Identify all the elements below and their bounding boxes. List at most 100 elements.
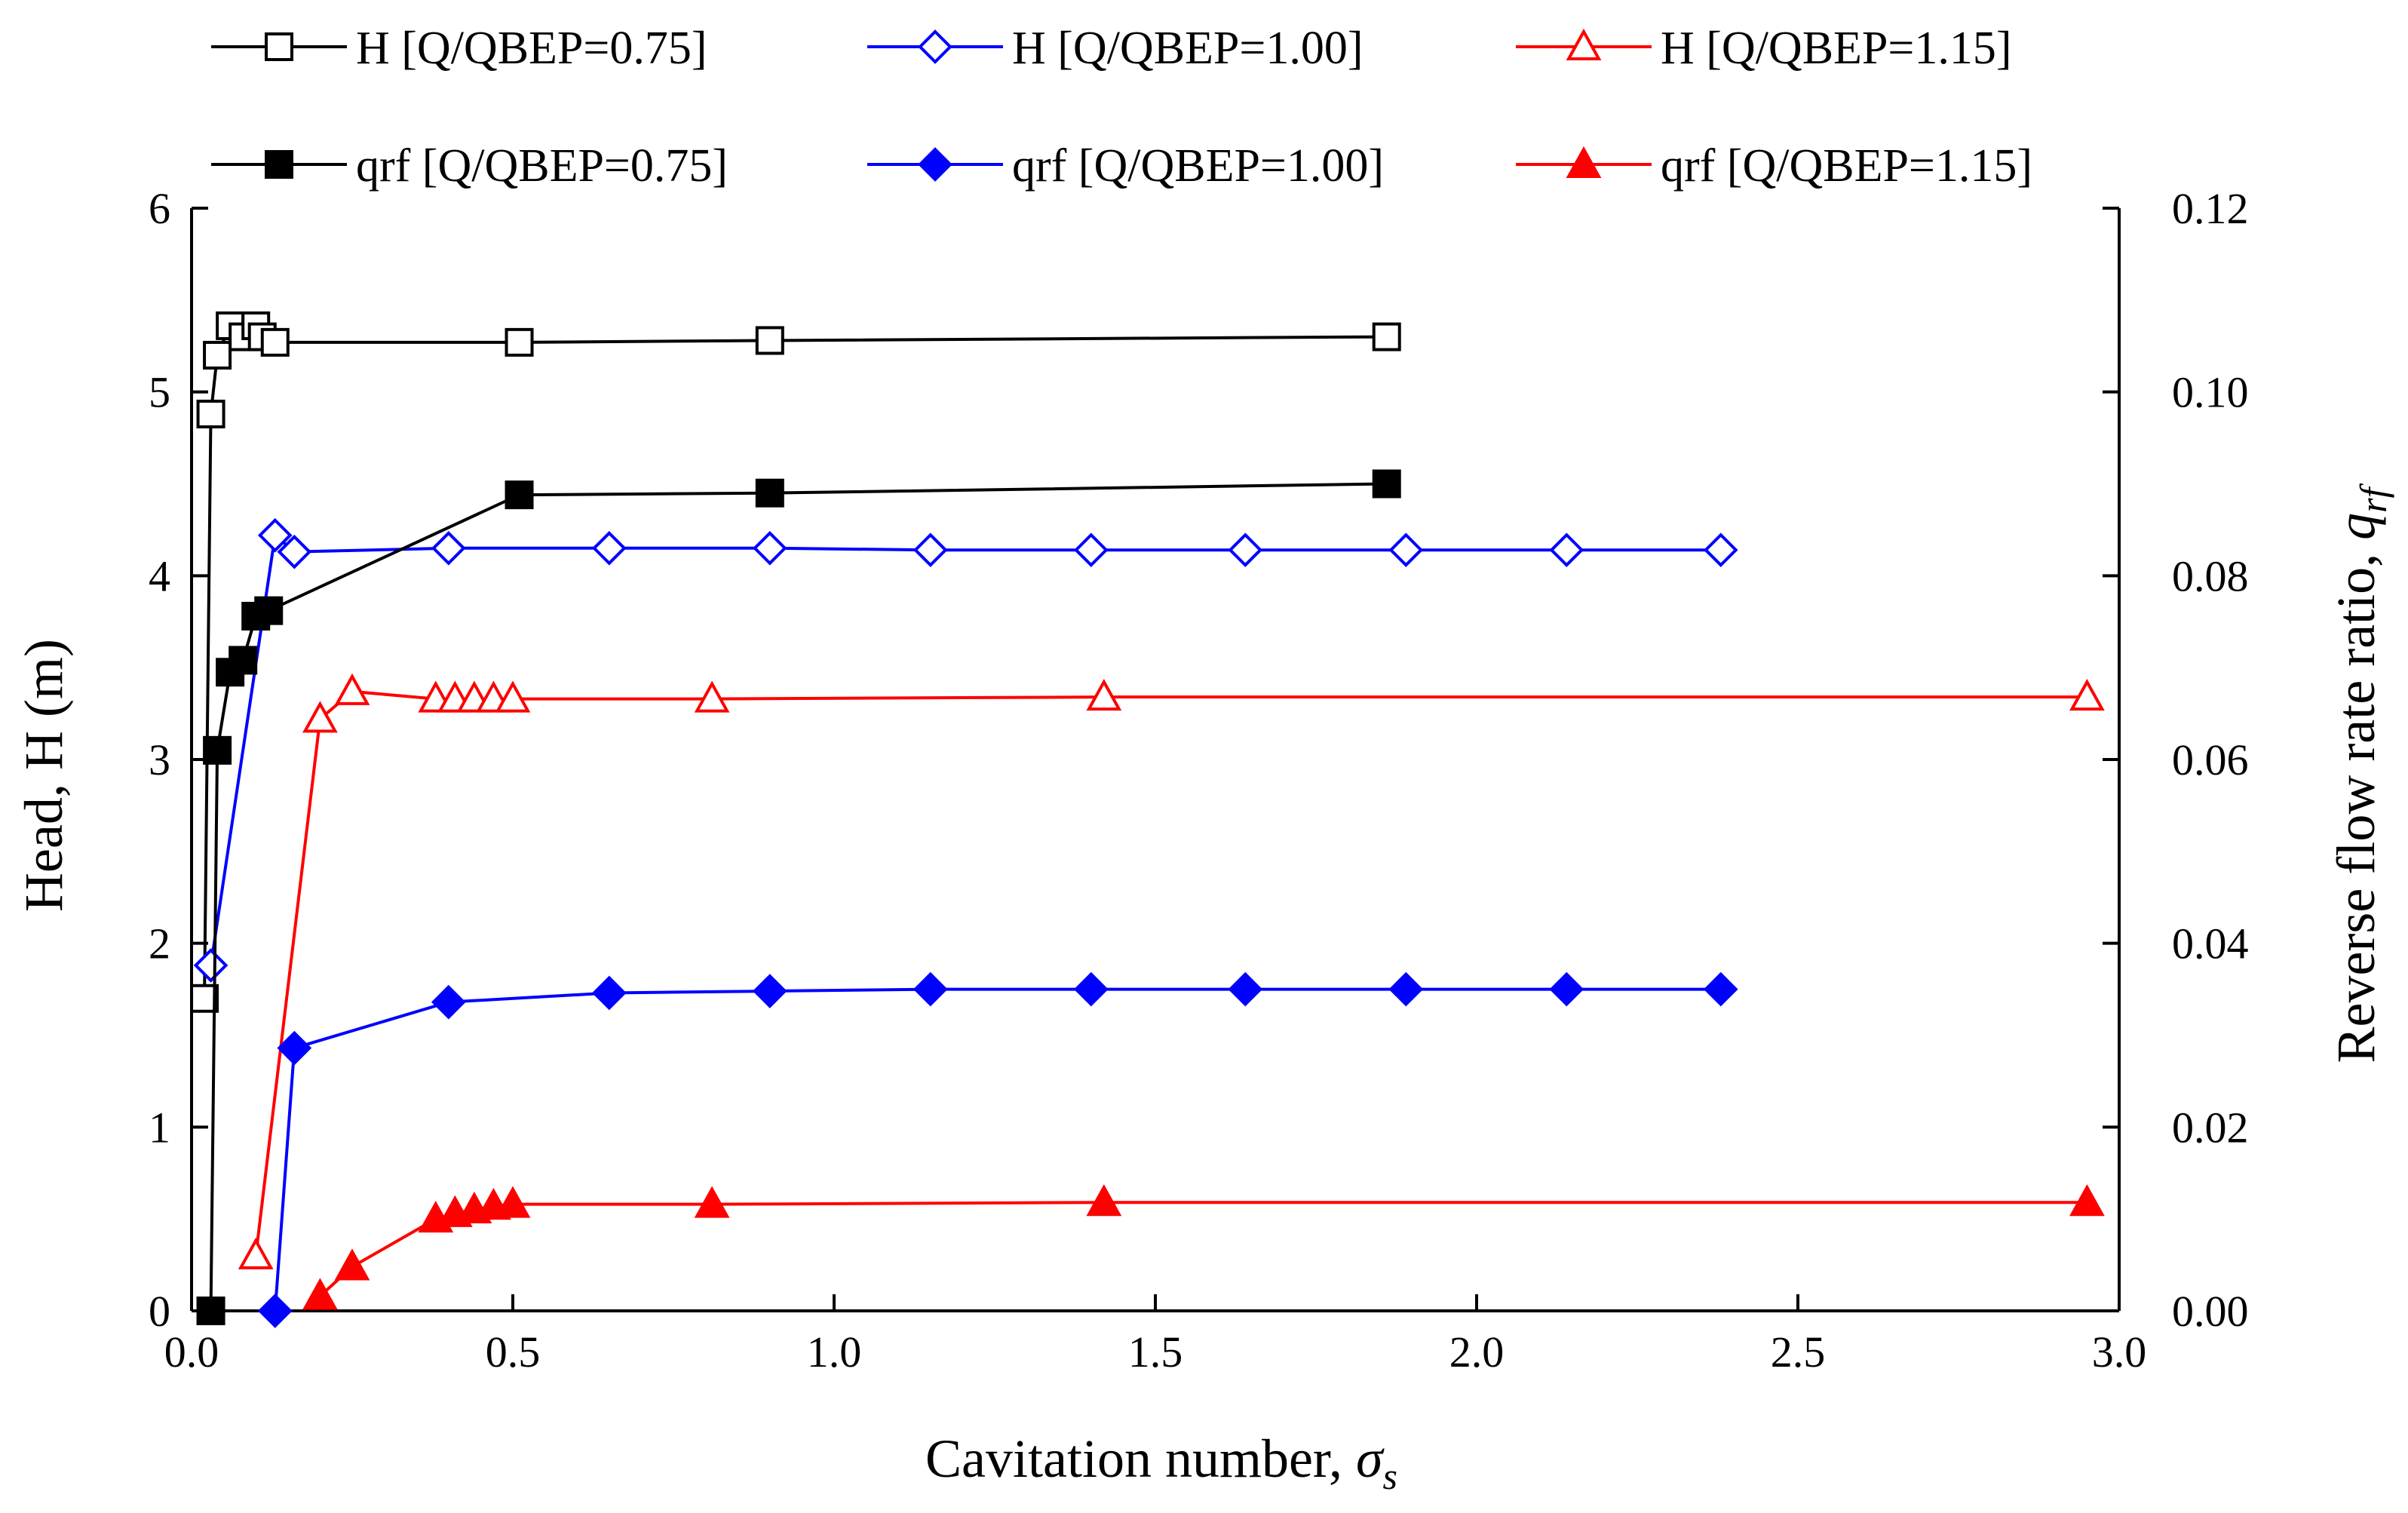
legend-label: qrf [Q/QBEP=1.15]: [1661, 140, 2032, 192]
series-h-q-qbep-1-15: [238, 673, 2105, 1269]
legend-entry: H [Q/QBEP=0.75]: [211, 23, 707, 74]
legend-marker: [918, 29, 952, 64]
legend-entry: qrf [Q/QBEP=1.15]: [1516, 140, 2032, 192]
data-point: [755, 478, 784, 508]
data-point: [913, 971, 948, 1007]
data-point: [254, 596, 284, 625]
data-point: [495, 680, 531, 713]
legend-entry: qrf [Q/QBEP=0.75]: [211, 140, 728, 192]
data-point: [1703, 532, 1738, 568]
y2-tick-label: 0.08: [2172, 551, 2249, 600]
series-line: [273, 987, 1721, 1312]
x-tick-label: 1.0: [807, 1327, 862, 1376]
legend-label: H [Q/QBEP=1.15]: [1661, 23, 2012, 74]
data-point: [1549, 971, 1584, 1007]
legend-entry: qrf [Q/QBEP=1.00]: [867, 140, 1384, 192]
legend-marker: [265, 32, 293, 61]
y2-axis-title: Reverse flow rate ratio, qrf: [2326, 483, 2394, 1063]
series-qrf-q-qbep-1-00: [257, 971, 1738, 1328]
data-point: [431, 984, 466, 1020]
data-point: [591, 530, 627, 566]
legend-marker: [265, 150, 293, 179]
series-h-q-qbep-0-75: [190, 311, 1401, 1013]
data-point: [694, 1186, 730, 1218]
data-point: [694, 680, 730, 713]
data-point: [302, 1278, 338, 1310]
series-h-q-qbep-1-00: [193, 517, 1738, 983]
data-point: [913, 532, 948, 568]
data-point: [1073, 971, 1109, 1007]
y-axis-title: Head, H (m): [14, 639, 74, 912]
x-tick-label: 0.5: [486, 1327, 541, 1376]
data-point: [431, 530, 466, 566]
data-point: [752, 530, 787, 566]
series-qrf-q-qbep-1-15: [302, 1184, 2105, 1310]
data-point: [260, 327, 290, 357]
x-tick-label: 2.5: [1771, 1327, 1826, 1376]
y-tick-label: 0: [149, 1287, 170, 1336]
data-point: [257, 517, 293, 553]
series-line: [209, 482, 1387, 1312]
x-axis-title: Cavitation number, σs: [925, 1429, 1397, 1497]
data-point: [229, 646, 258, 675]
data-point: [238, 1237, 274, 1269]
data-point: [1388, 971, 1424, 1007]
x-tick-label: 3.0: [2092, 1327, 2147, 1376]
data-point: [1086, 679, 1122, 711]
data-point: [2069, 679, 2105, 711]
x-tick-label: 1.5: [1128, 1327, 1183, 1376]
series-line: [319, 1201, 2087, 1297]
y2-tick-label: 0.06: [2172, 735, 2249, 784]
series-line: [254, 689, 2087, 1257]
series-line: [203, 323, 1387, 999]
data-point: [1086, 1184, 1122, 1217]
data-point: [505, 480, 534, 510]
data-point: [1388, 532, 1424, 568]
y2-tick-label: 0.04: [2172, 919, 2249, 968]
y2-tick-label: 0.02: [2172, 1103, 2249, 1152]
legend-marker: [1566, 146, 1602, 178]
y-tick-label: 4: [149, 551, 170, 600]
legend-marker: [1566, 28, 1602, 60]
data-point: [1372, 322, 1401, 351]
data-point: [752, 974, 787, 1008]
x-tick-label: 2.0: [1449, 1327, 1505, 1376]
legend-entry: H [Q/QBEP=1.00]: [867, 23, 1364, 74]
data-point: [755, 326, 784, 355]
data-point: [193, 948, 229, 983]
legend-label: H [Q/QBEP=0.75]: [356, 23, 707, 74]
y-tick-label: 1: [149, 1103, 170, 1152]
series-qrf-q-qbep-0-75: [196, 469, 1401, 1325]
legend-entry: H [Q/QBEP=1.15]: [1516, 23, 2012, 74]
data-point: [196, 1297, 225, 1325]
data-point: [1228, 971, 1263, 1007]
data-point: [495, 1186, 531, 1218]
legend-label: qrf [Q/QBEP=0.75]: [356, 140, 728, 192]
data-point: [2069, 1184, 2105, 1217]
data-point: [1228, 532, 1263, 568]
series-layer: [190, 311, 2105, 1328]
legend-marker: [918, 147, 952, 182]
data-point: [1703, 971, 1738, 1007]
data-point: [334, 1248, 370, 1281]
y2-tick-label: 0.00: [2172, 1287, 2249, 1336]
data-point: [196, 399, 225, 428]
data-point: [203, 340, 232, 370]
axes: 0.0 0.5 1.0 1.5 2.0 2.5 3.0 0 1 2 3 4 5 6 0.00 0.02 0.04…: [149, 184, 2249, 1376]
legend-label: qrf [Q/QBEP=1.00]: [1012, 140, 1384, 192]
y2-tick-label: 0.12: [2172, 184, 2249, 233]
data-point: [1073, 532, 1109, 568]
data-point: [277, 534, 312, 569]
y-tick-label: 6: [149, 184, 170, 233]
data-point: [277, 1030, 312, 1066]
data-point: [1372, 469, 1401, 499]
y-tick-label: 3: [149, 735, 170, 784]
y2-tick-label: 0.10: [2172, 368, 2249, 417]
data-point: [505, 327, 534, 357]
data-point: [302, 701, 338, 733]
data-point: [203, 735, 232, 765]
y-tick-label: 5: [149, 368, 170, 417]
y-tick-label: 2: [149, 919, 170, 968]
data-point: [257, 1294, 293, 1328]
